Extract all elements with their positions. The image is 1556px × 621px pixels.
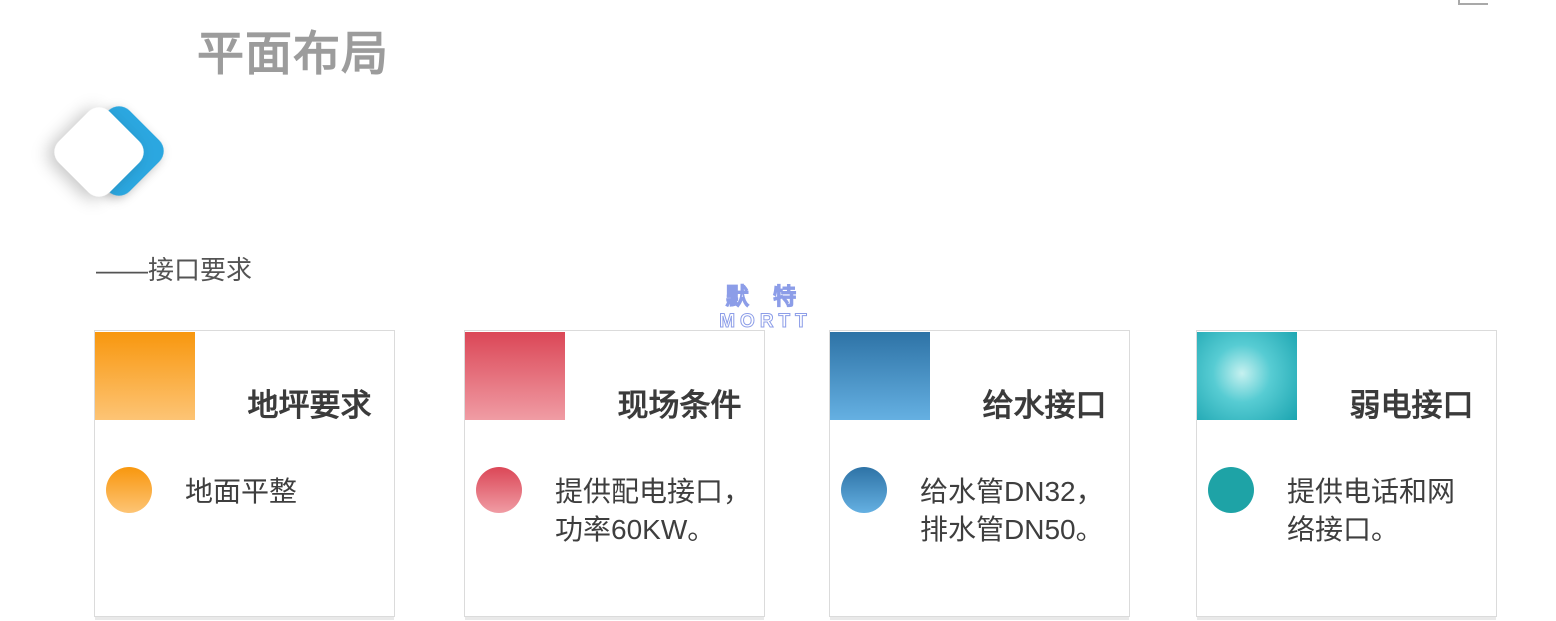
card-title: 给水接口 (982, 388, 1107, 423)
card-floor-requirements: 地坪要求 地面平整 (94, 330, 395, 617)
watermark-logo: 默 特 MORTT (688, 283, 843, 333)
card-description: 提供电话和网 络接口。 (1287, 476, 1456, 545)
watermark-cn-text: 默 特 (725, 283, 806, 310)
bullet-dot-icon (841, 467, 887, 513)
card-site-conditions: 现场条件 提供配电接口， 功率60KW。 (464, 330, 765, 617)
bullet-dot-icon (106, 467, 152, 513)
card-accent-square (1197, 332, 1297, 420)
card-accent-square (830, 332, 930, 420)
card-water-interface: 给水接口 给水管DN32， 排水管DN50。 (829, 330, 1130, 617)
card-accent-square (465, 332, 565, 420)
card-title: 地坪要求 (247, 388, 372, 423)
card-title: 现场条件 (617, 388, 742, 423)
card-accent-square (95, 332, 195, 420)
cropped-frame-corner (1458, 0, 1488, 5)
bullet-dot-icon (476, 467, 522, 513)
bullet-dot-icon (1208, 467, 1254, 513)
watermark-en-text: MORTT (719, 311, 812, 333)
page-title: 平面布局 (197, 27, 389, 80)
card-low-voltage-interface: 弱电接口 提供电话和网 络接口。 (1196, 330, 1497, 617)
section-subtitle: ——接口要求 (96, 255, 253, 285)
card-description: 给水管DN32， 排水管DN50。 (920, 476, 1104, 545)
card-description: 提供配电接口， 功率60KW。 (555, 476, 752, 545)
card-description: 地面平整 (185, 476, 298, 507)
card-title: 弱电接口 (1349, 388, 1474, 423)
